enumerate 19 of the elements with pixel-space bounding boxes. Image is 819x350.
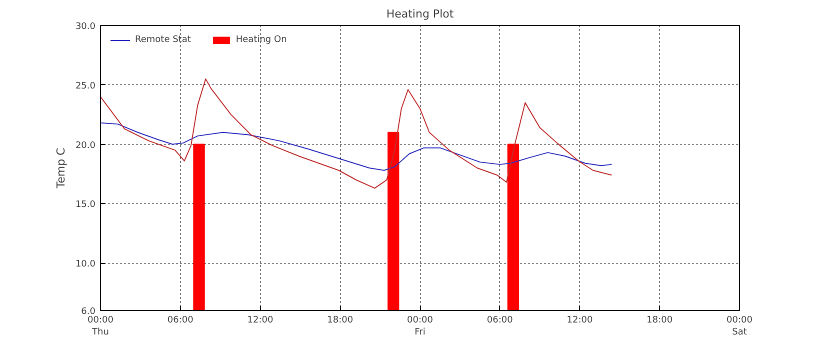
x-tick-label: 00:00 Thu bbox=[88, 316, 114, 338]
y-tick-label: 25.0 bbox=[75, 81, 96, 92]
y-tick-label: 15.0 bbox=[75, 200, 96, 210]
x-tick-label: 06:00 bbox=[486, 316, 514, 326]
y-tick-label: 6.0 bbox=[81, 307, 96, 317]
x-tick-label: 00:00 Fri bbox=[407, 316, 434, 338]
y-tick-label: 20.0 bbox=[75, 140, 96, 151]
x-tick-label: 00:00 Sat bbox=[726, 316, 753, 338]
y-tick-label: 30.0 bbox=[75, 22, 96, 32]
legend-label: Remote Stat bbox=[135, 35, 191, 45]
x-tick-label: 18:00 bbox=[327, 316, 354, 326]
x-tick-label: 06:00 bbox=[167, 316, 194, 326]
y-axis-title: Temp C bbox=[54, 147, 68, 190]
x-tick-label: 18:00 bbox=[646, 316, 673, 326]
y-tick-label: 10.0 bbox=[75, 260, 96, 270]
x-tick-label: 12:00 bbox=[247, 316, 274, 326]
chart-title: Heating Plot bbox=[386, 8, 454, 20]
x-tick-label: 12:00 bbox=[566, 316, 593, 326]
legend-label: Heating On bbox=[236, 35, 287, 45]
